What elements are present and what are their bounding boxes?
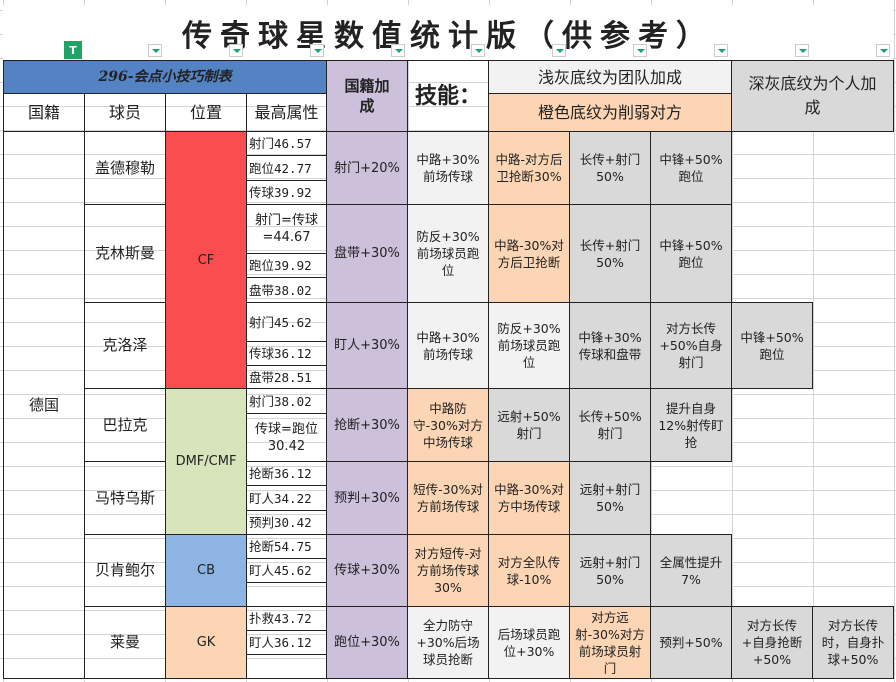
skill-cell-dark: 中锋+50%跑位 [650,204,732,303]
skill-cell-light: 全力防守+30%后场球员抢断 [407,606,489,679]
column-header: 位置 [165,93,247,132]
stat-cell: 抢断54.75 [246,534,327,559]
player-name: 克洛泽 [84,302,166,389]
filter-dropdown-icon[interactable] [229,44,243,57]
filter-dropdown-icon[interactable] [148,44,162,57]
stat-cell: 射门=传球=44.67 [246,204,327,254]
skill-cell-dark: 长传+射门50% [569,204,651,303]
skill-cell-orange: 中路-对方后卫抢断30% [488,131,570,205]
filter-dropdown-icon[interactable] [391,44,405,57]
skill-cell-dark: 中锋+50%跑位 [731,302,813,389]
nationality-bonus: 跑位+30% [326,606,408,679]
legend-orange: 橙色底纹为削弱对方 [488,93,732,132]
skill-cell-dark: 远射+射门50% [569,534,651,607]
column-header: 最高属性 [246,93,327,132]
player-name: 盖德穆勒 [84,131,166,205]
stat-cell: 跑位42.77 [246,155,327,181]
skill-cell-dark: 远射+射门50% [569,461,651,535]
filter-dropdown-icon[interactable] [552,44,566,57]
stat-cell: 盯人34.22 [246,485,327,511]
stat-cell: 盯人36.12 [246,630,327,655]
skill-cell-dark: 中锋+50%跑位 [650,131,732,205]
skill-cell-light: 防反+30%前场球员跑位 [488,302,570,389]
skill-cell-dark: 对方长传+50%自身射门 [650,302,732,389]
skill-cell-dark: 提升自身12%射传盯抢 [650,388,732,462]
skill-cell-light: 中路+30%前场传球 [407,131,489,205]
nationality-bonus: 射门+20% [326,131,408,205]
legend-dark: 深灰底纹为个人加成 [731,60,894,132]
stat-cell: 传球36.12 [246,341,327,366]
skill-cell-orange: 对方全队传球-10% [488,534,570,607]
filter-dropdown-icon[interactable] [876,44,890,57]
stat-cell: 传球=跑位30.42 [246,413,327,462]
player-name: 贝肯鲍尔 [84,534,166,607]
skill-cell-dark: 对方长传时，自身扑球+50% [812,606,894,679]
filter-active-icon[interactable]: T [64,41,82,59]
skill-cell-light: 后场球员跑位+30% [488,606,570,679]
stat-cell: 跑位39.92 [246,253,327,278]
nationality-bonus: 传球+30% [326,534,408,607]
filter-dropdown-icon[interactable] [795,44,809,57]
player-name: 巴拉克 [84,388,166,462]
position-cell: CF [165,131,247,389]
skill-cell-light: 中路+30%前场传球 [407,302,489,389]
nationality-bonus: 预判+30% [326,461,408,535]
skill-cell-dark: 长传+射门50% [569,131,651,205]
skill-cell-orange: 短传-30%对方前场传球 [407,461,489,535]
stat-cell: 抢断36.12 [246,461,327,486]
nationality-bonus: 盯人+30% [326,302,408,389]
stat-cell: 传球39.92 [246,180,327,205]
position-cell: GK [165,606,247,679]
banner: 296-会点小技巧制表 [3,60,327,94]
skill-cell-orange: 中路防守-30%对方中场传球 [407,388,489,462]
stat-cell: 盘带38.02 [246,277,327,303]
stat-cell: 预判30.42 [246,510,327,535]
player-name: 克林斯曼 [84,204,166,303]
sheet-title: 传奇球星数值统计版（供参考） [3,5,893,60]
stat-cell: 盯人45.62 [246,558,327,583]
filter-dropdown-icon[interactable] [633,44,647,57]
stat-cell: 射门45.62 [246,302,327,342]
skill-cell-dark: 中锋+30%传球和盘带 [569,302,651,389]
filter-dropdown-icon[interactable] [310,44,324,57]
legend-light: 浅灰底纹为团队加成 [488,60,732,94]
nationality-cell: 德国 [3,131,85,679]
stat-cell [246,654,327,679]
column-header: 国籍 [3,93,85,132]
skill-cell-orange: 中路-30%对方后卫抢断 [488,204,570,303]
skill-cell-dark: 对方长传+自身抢断+50% [731,606,813,679]
skill-cell-dark: 远射+50%射门 [488,388,570,462]
stat-cell: 射门46.57 [246,131,327,156]
stat-cell [246,582,327,607]
skill-cell-dark: 长传+50%射门 [569,388,651,462]
filter-dropdown-icon[interactable] [471,44,485,57]
stat-cell: 射门38.02 [246,388,327,414]
filter-dropdown-icon[interactable] [714,44,728,57]
nationality-bonus-header: 国籍加成 [326,60,408,132]
skill-cell-orange: 对方短传-对方前场传球30% [407,534,489,607]
position-cell: CB [165,534,247,607]
nationality-bonus: 盘带+30% [326,204,408,303]
position-cell: DMF/CMF [165,388,247,535]
skill-cell-orange: 对方远射-30%对方前场球员射门 [569,606,651,679]
skill-cell-orange: 中路-30%对方中场传球 [488,461,570,535]
player-name: 马特乌斯 [84,461,166,535]
skill-cell-dark: 预判+50% [650,606,732,679]
stat-cell: 扑救43.72 [246,606,327,631]
skill-cell-dark: 全属性提升7% [650,534,732,607]
stat-cell: 盘带28.51 [246,365,327,389]
nationality-bonus: 抢断+30% [326,388,408,462]
column-header: 球员 [84,93,166,132]
skill-cell-light: 防反+30%前场球员跑位 [407,204,489,303]
player-name: 莱曼 [84,606,166,679]
skills-header: 技能： [407,60,489,132]
